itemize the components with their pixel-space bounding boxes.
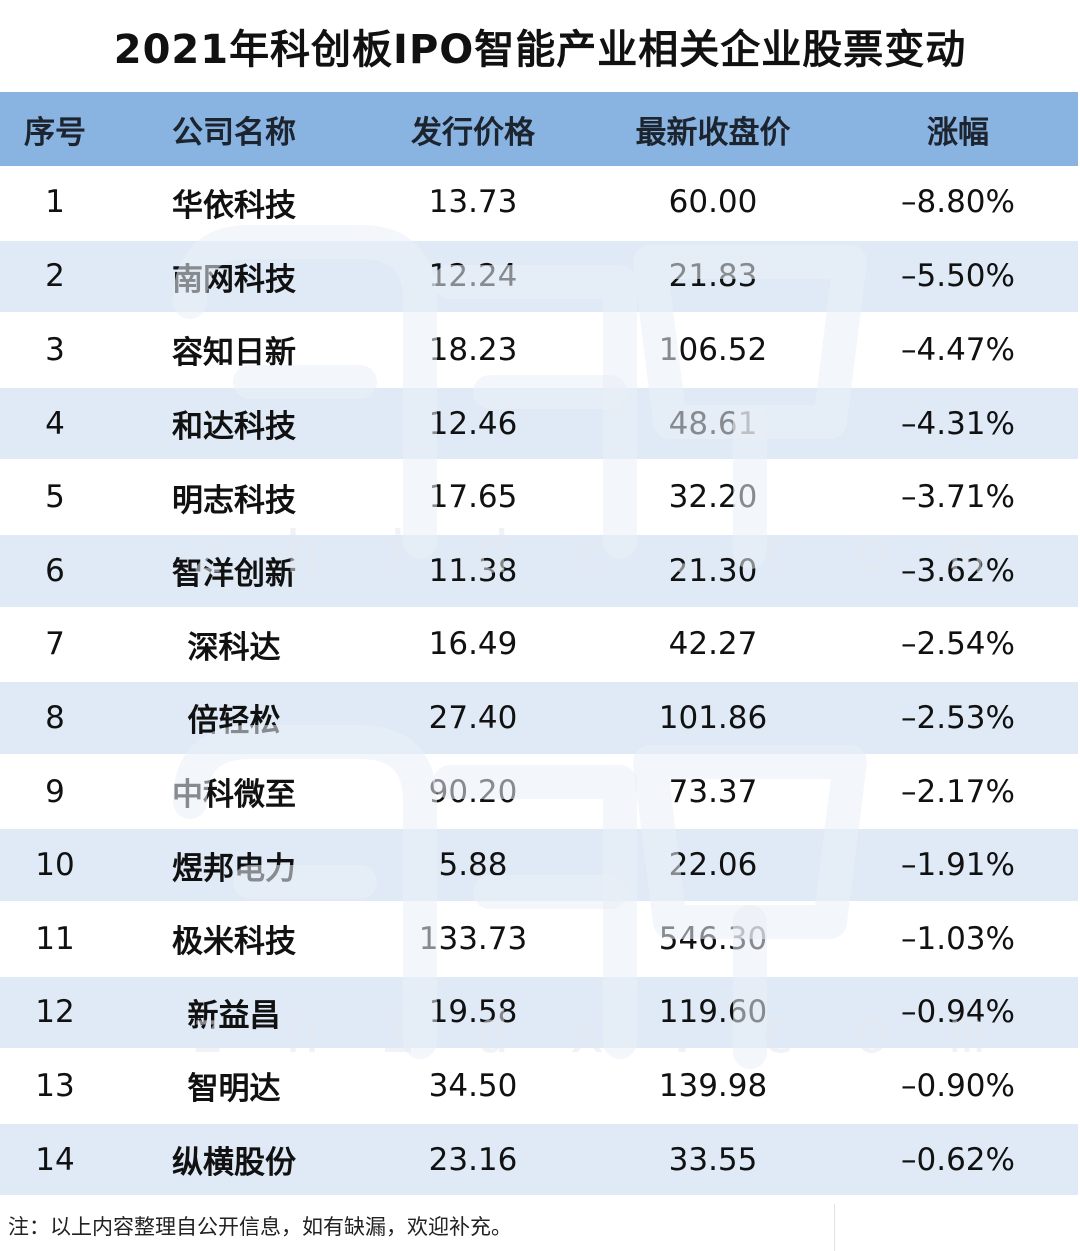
cell-company-name: 和达科技 xyxy=(110,386,358,462)
stock-table-container: 序号 公司名称 发行价格 最新收盘价 涨幅 1 华依科技 13.73 60.00 –8.… xyxy=(0,92,1080,1202)
table-row: 10 煜邦电力 5.88 22.06 –1.91% xyxy=(0,828,1078,903)
cell-company-name: 智洋创新 xyxy=(110,533,358,609)
table-row: 6 智洋创新 11.38 21.30 –3.62% xyxy=(0,533,1078,609)
cell-change: –5.50% xyxy=(838,239,1078,315)
cell-company-name: 极米科技 xyxy=(110,901,358,977)
cell-company-name: 煜邦电力 xyxy=(110,828,358,903)
cell-index: 7 xyxy=(0,607,110,683)
table-row: 1 华依科技 13.73 60.00 –8.80% xyxy=(0,166,1078,241)
cell-change: –3.62% xyxy=(838,533,1078,609)
cell-change: –1.03% xyxy=(838,901,1078,977)
table-row: 2 南网科技 12.24 21.83 –5.50% xyxy=(0,239,1078,315)
cell-company-name: 倍轻松 xyxy=(110,681,358,756)
table-row: 5 明志科技 17.65 32.20 –3.71% xyxy=(0,460,1078,535)
cell-latest-close: 546.30 xyxy=(588,901,838,977)
cell-index: 11 xyxy=(0,901,110,977)
cell-issue-price: 90.20 xyxy=(358,754,588,830)
cell-issue-price: 27.40 xyxy=(358,681,588,756)
cell-company-name: 新益昌 xyxy=(110,975,358,1051)
cell-latest-close: 101.86 xyxy=(588,681,838,756)
cell-latest-close: 21.30 xyxy=(588,533,838,609)
cell-index: 8 xyxy=(0,681,110,756)
cell-index: 4 xyxy=(0,386,110,462)
cell-issue-price: 133.73 xyxy=(358,901,588,977)
cell-change: –2.17% xyxy=(838,754,1078,830)
cell-change: –2.54% xyxy=(838,607,1078,683)
cell-index: 3 xyxy=(0,313,110,388)
cell-index: 2 xyxy=(0,239,110,315)
cell-latest-close: 119.60 xyxy=(588,975,838,1051)
cell-index: 12 xyxy=(0,975,110,1051)
cell-change: –4.31% xyxy=(838,386,1078,462)
cell-latest-close: 33.55 xyxy=(588,1122,838,1198)
cell-company-name: 容知日新 xyxy=(110,313,358,388)
cell-latest-close: 73.37 xyxy=(588,754,838,830)
cell-company-name: 智明达 xyxy=(110,1049,358,1124)
header-company-name: 公司名称 xyxy=(172,114,296,151)
cell-index: 13 xyxy=(0,1049,110,1124)
cell-index: 14 xyxy=(0,1122,110,1198)
cell-change: –0.94% xyxy=(838,975,1078,1051)
cell-issue-price: 12.24 xyxy=(358,239,588,315)
cell-change: –1.91% xyxy=(838,828,1078,903)
cell-change: –3.71% xyxy=(838,460,1078,535)
cell-index: 1 xyxy=(0,166,110,241)
table-row: 8 倍轻松 27.40 101.86 –2.53% xyxy=(0,681,1078,756)
cell-change: –2.53% xyxy=(838,681,1078,756)
cell-change: –0.62% xyxy=(838,1122,1078,1198)
cell-issue-price: 12.46 xyxy=(358,386,588,462)
cell-company-name: 南网科技 xyxy=(110,239,358,315)
cell-company-name: 华依科技 xyxy=(110,166,358,241)
table-row: 7 深科达 16.49 42.27 –2.54% xyxy=(0,607,1078,683)
cell-issue-price: 16.49 xyxy=(358,607,588,683)
cell-company-name: 中科微至 xyxy=(110,754,358,830)
cell-latest-close: 48.61 xyxy=(588,386,838,462)
cell-latest-close: 139.98 xyxy=(588,1049,838,1124)
cell-change: –8.80% xyxy=(838,166,1078,241)
table-row: 9 中科微至 90.20 73.37 –2.17% xyxy=(0,754,1078,830)
cell-issue-price: 19.58 xyxy=(358,975,588,1051)
cell-index: 10 xyxy=(0,828,110,903)
blank-cell xyxy=(834,1204,1080,1251)
table-body: 1 华依科技 13.73 60.00 –8.80% 2 南网科技 12.24 21.83 –5.5… xyxy=(0,166,1078,1198)
cell-latest-close: 42.27 xyxy=(588,607,838,683)
footnote: 注：以上内容整理自公开信息，如有缺漏，欢迎补充。 xyxy=(8,1215,512,1239)
cell-issue-price: 11.38 xyxy=(358,533,588,609)
cell-issue-price: 5.88 xyxy=(358,828,588,903)
cell-company-name: 明志科技 xyxy=(110,460,358,535)
cell-index: 5 xyxy=(0,460,110,535)
table-row: 11 极米科技 133.73 546.30 –1.03% xyxy=(0,901,1078,977)
cell-latest-close: 106.52 xyxy=(588,313,838,388)
cell-issue-price: 34.50 xyxy=(358,1049,588,1124)
cell-index: 6 xyxy=(0,533,110,609)
table-row: 3 容知日新 18.23 106.52 –4.47% xyxy=(0,313,1078,388)
cell-issue-price: 13.73 xyxy=(358,166,588,241)
cell-latest-close: 22.06 xyxy=(588,828,838,903)
table-header-row: 序号 公司名称 发行价格 最新收盘价 涨幅 xyxy=(0,92,1078,166)
table-row: 12 新益昌 19.58 119.60 –0.94% xyxy=(0,975,1078,1051)
header-index: 序号 xyxy=(24,114,86,151)
cell-change: –0.90% xyxy=(838,1049,1078,1124)
cell-latest-close: 32.20 xyxy=(588,460,838,535)
header-latest-close: 最新收盘价 xyxy=(635,114,791,151)
header-change: 涨幅 xyxy=(927,114,989,151)
cell-company-name: 纵横股份 xyxy=(110,1122,358,1198)
stock-table: 序号 公司名称 发行价格 最新收盘价 涨幅 1 华依科技 13.73 60.00 –8.… xyxy=(0,92,1078,1198)
header-issue-price: 发行价格 xyxy=(411,114,535,151)
table-row: 13 智明达 34.50 139.98 –0.90% xyxy=(0,1049,1078,1124)
table-row: 4 和达科技 12.46 48.61 –4.31% xyxy=(0,386,1078,462)
cell-latest-close: 21.83 xyxy=(588,239,838,315)
cell-latest-close: 60.00 xyxy=(588,166,838,241)
cell-company-name: 深科达 xyxy=(110,607,358,683)
cell-index: 9 xyxy=(0,754,110,830)
cell-issue-price: 18.23 xyxy=(358,313,588,388)
cell-issue-price: 23.16 xyxy=(358,1122,588,1198)
table-row: 14 纵横股份 23.16 33.55 –0.62% xyxy=(0,1122,1078,1198)
cell-issue-price: 17.65 xyxy=(358,460,588,535)
table-title: 2021年科创板IPO智能产业相关企业股票变动 xyxy=(113,27,967,73)
cell-change: –4.47% xyxy=(838,313,1078,388)
